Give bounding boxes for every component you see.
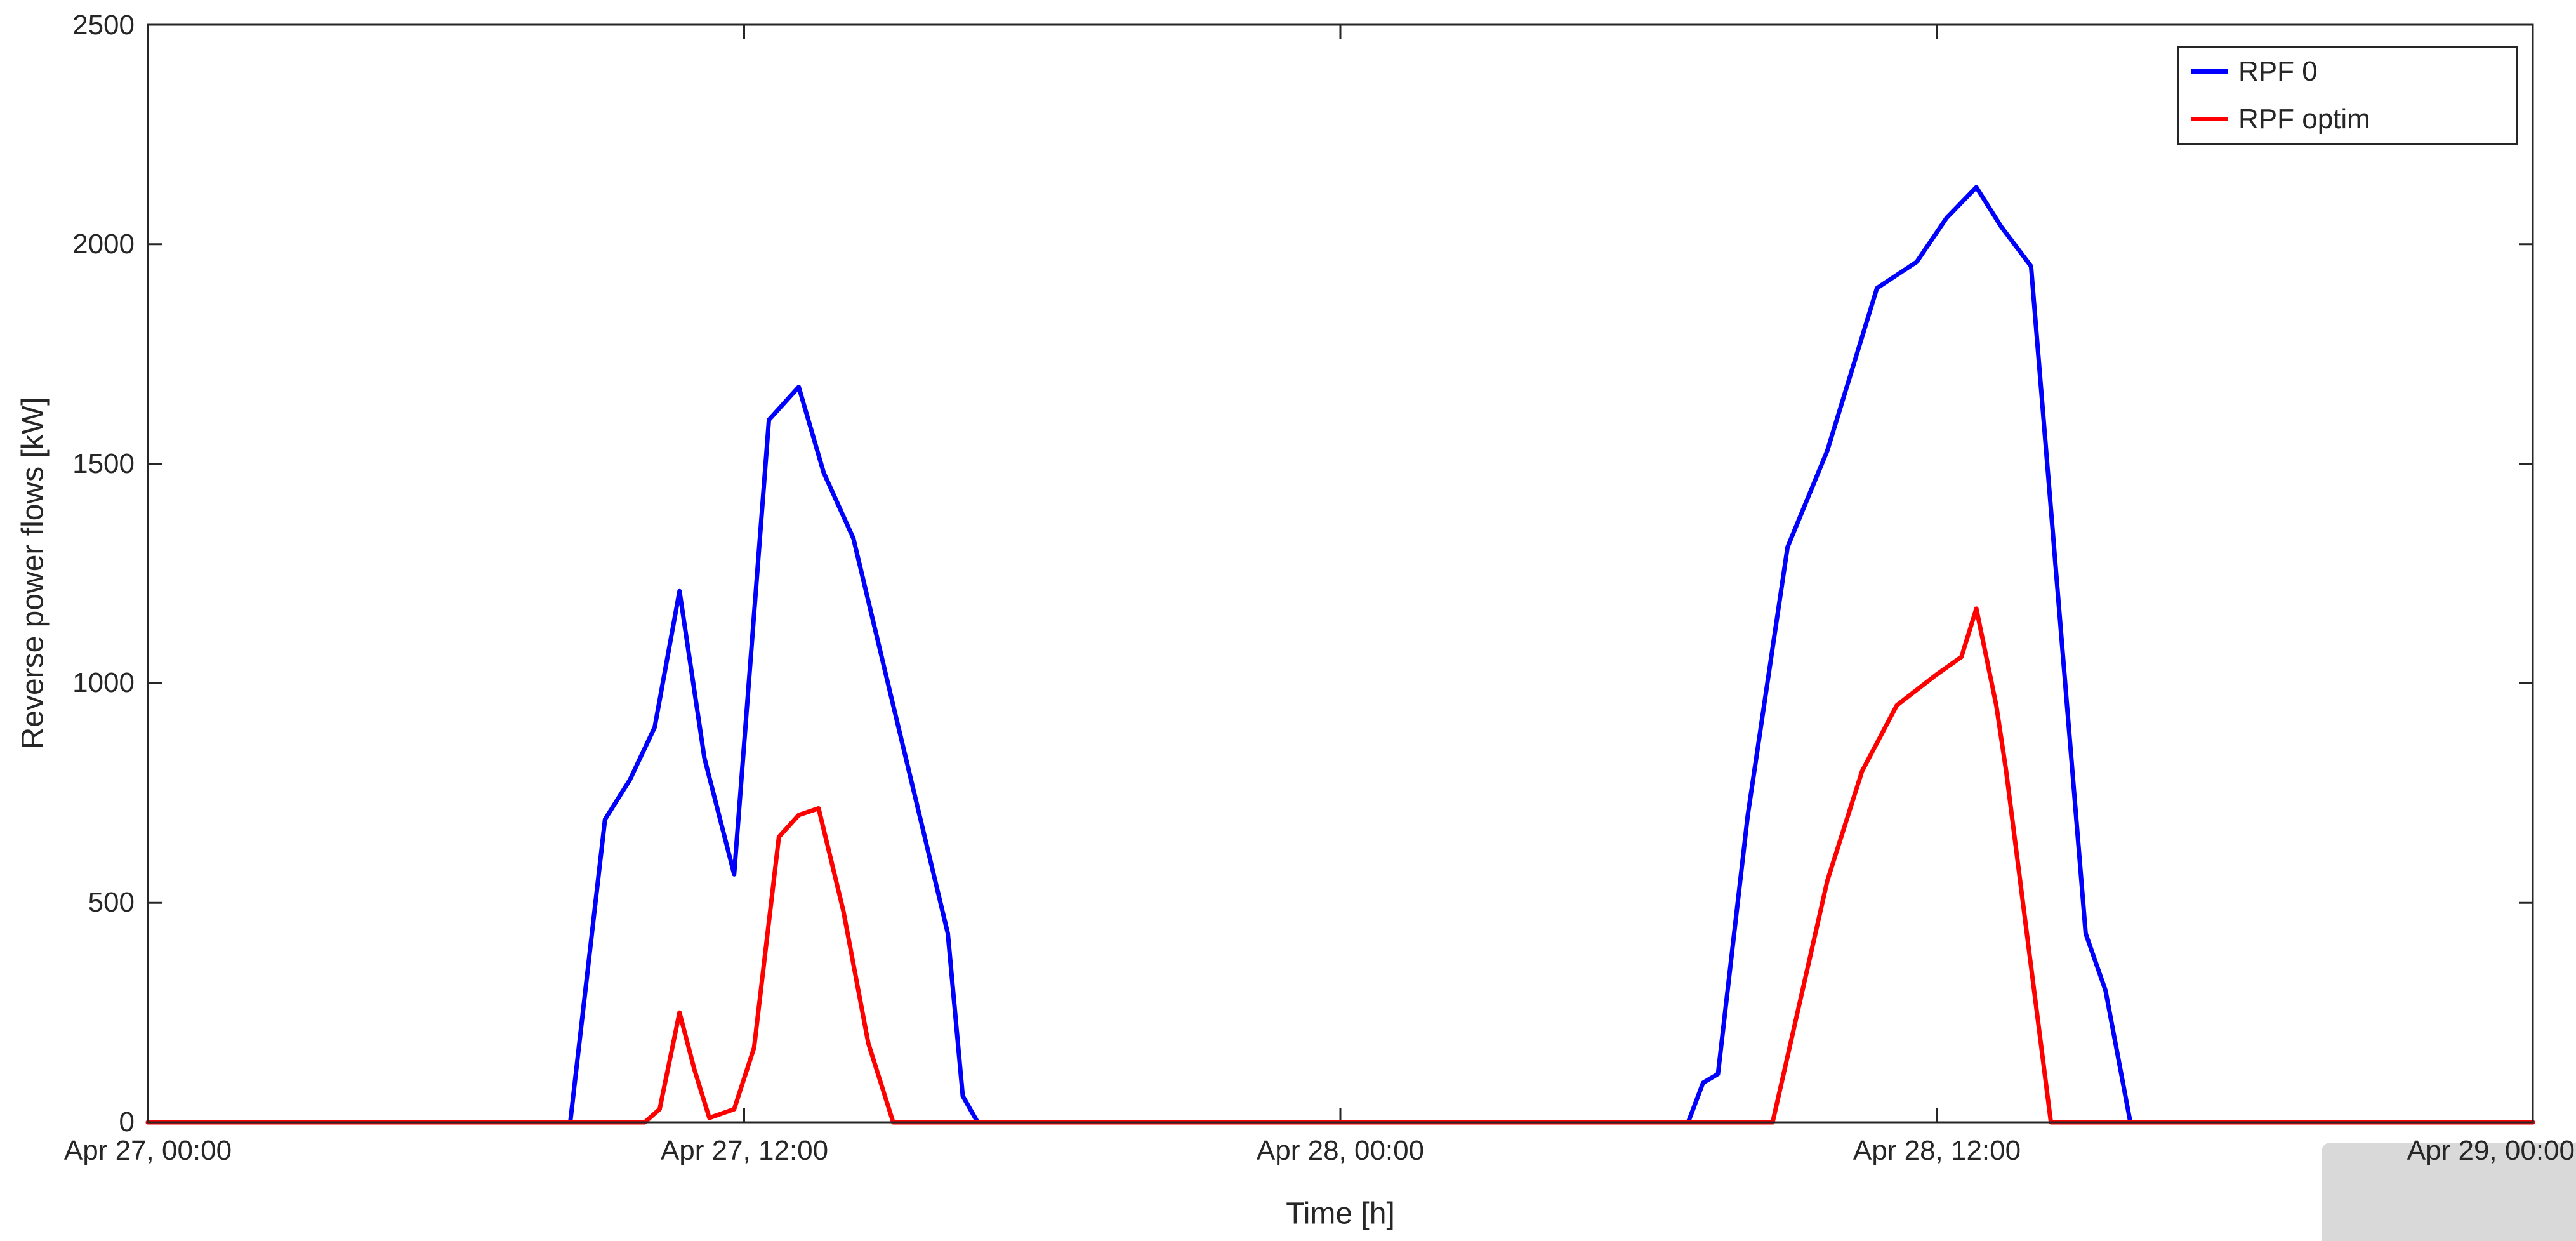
legend-entry-rpf-0: RPF 0 bbox=[2179, 48, 2516, 95]
x-tick-label: Apr 29, 00:00 bbox=[2407, 1135, 2575, 1166]
legend-entry-rpf-optim: RPF optim bbox=[2179, 95, 2516, 143]
x-tick-label: Apr 28, 12:00 bbox=[1853, 1135, 2021, 1166]
x-axis-title: Time [h] bbox=[1286, 1197, 1395, 1231]
y-tick-label: 0 bbox=[119, 1106, 135, 1138]
y-axis-title: Reverse power flows [kW] bbox=[16, 397, 50, 750]
y-tick-label: 2500 bbox=[72, 10, 135, 41]
corner-overlay-artifact bbox=[2322, 1143, 2576, 1241]
legend-line-sample-rpf-0 bbox=[2191, 69, 2228, 74]
y-tick-label: 1500 bbox=[72, 448, 135, 479]
plot-background bbox=[148, 25, 2533, 1122]
legend-label: RPF optim bbox=[2238, 103, 2370, 135]
legend: RPF 0 RPF optim bbox=[2177, 46, 2518, 145]
x-tick-label: Apr 27, 12:00 bbox=[660, 1135, 829, 1166]
y-tick-label: 2000 bbox=[72, 229, 135, 260]
x-tick-label: Apr 28, 00:00 bbox=[1256, 1135, 1425, 1166]
y-tick-label: 500 bbox=[88, 887, 135, 918]
legend-label: RPF 0 bbox=[2238, 55, 2318, 87]
axes-box bbox=[147, 23, 2534, 1124]
legend-line-sample-rpf-optim bbox=[2191, 117, 2228, 121]
y-tick-label: 1000 bbox=[72, 667, 135, 698]
x-tick-label: Apr 27, 00:00 bbox=[63, 1135, 232, 1166]
